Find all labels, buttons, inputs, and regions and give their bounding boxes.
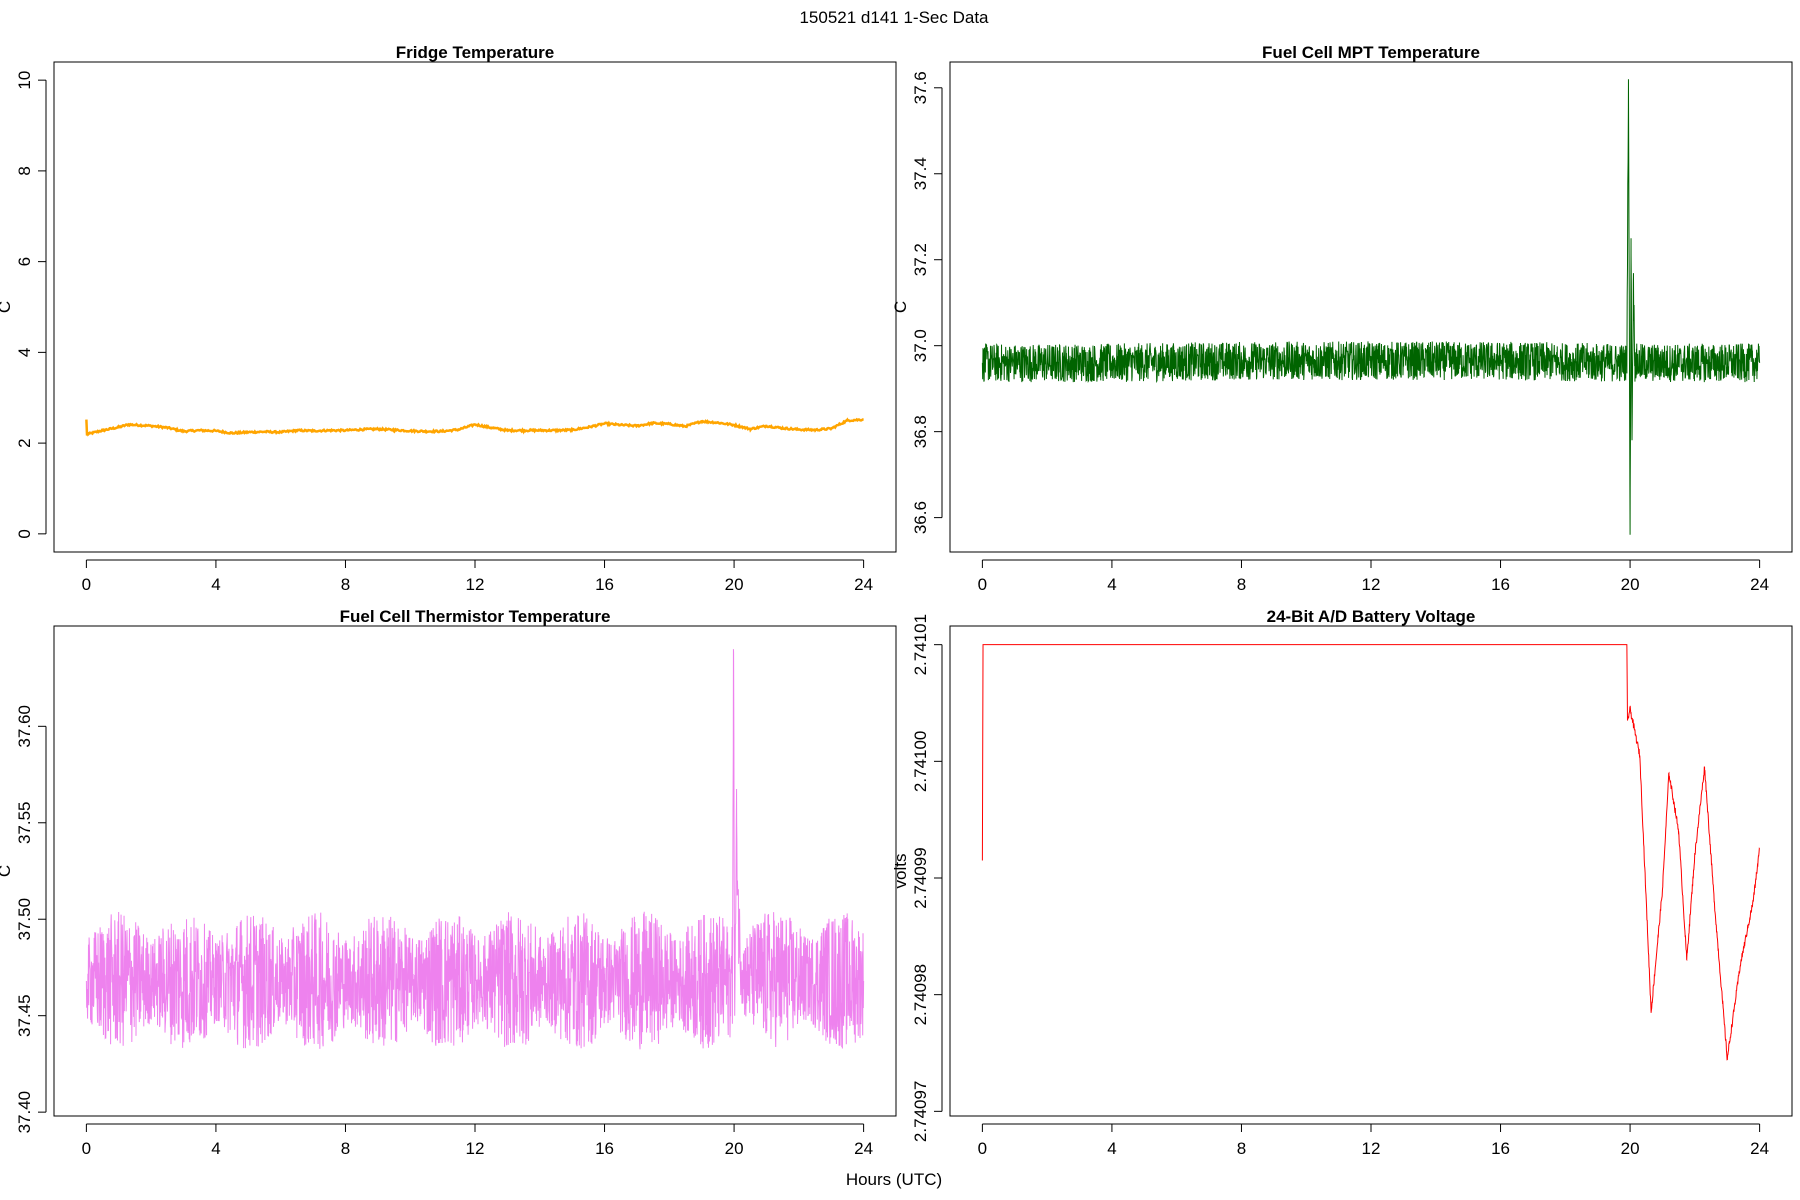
x-tick-label: 8 — [341, 575, 350, 594]
x-tick-label: 16 — [595, 575, 614, 594]
panel-fuel-cell-mpt-temperature: Fuel Cell MPT Temperature 0 4 8 12 16 20 24 36.6… — [891, 43, 1793, 594]
x-tick-label: 20 — [725, 1139, 744, 1158]
y-tick-label: 36.6 — [911, 501, 930, 534]
y-tick-label: 6 — [15, 257, 34, 266]
plot-frame — [53, 625, 897, 1117]
y-tick-label: 37.40 — [15, 1091, 34, 1134]
x-tick-label: 24 — [854, 575, 873, 594]
y-tick-label: 37.45 — [15, 994, 34, 1037]
panel-fridge-temperature: Fridge Temperature048121620240246810C — [0, 43, 897, 594]
x-tick-label: 12 — [1362, 575, 1381, 594]
panel-battery-voltage: 24-Bit A/D Battery Voltage 0 4 8 12 16 20 24 2.7… — [891, 607, 1793, 1158]
y-axis-label: C — [0, 865, 14, 877]
y-axis-label: C — [0, 301, 14, 313]
series-line — [85, 417, 864, 437]
plot-frame — [949, 625, 1793, 1117]
figure-title: 150521 d141 1-Sec Data — [799, 8, 989, 27]
x-tick-label: 0 — [978, 1139, 987, 1158]
y-tick-label: 10 — [15, 71, 34, 90]
panel-title: Fuel Cell Thermistor Temperature — [340, 607, 611, 626]
series-line — [981, 79, 1761, 535]
plot-frame — [949, 61, 1793, 553]
series-line — [85, 649, 865, 1050]
y-tick-label: 37.50 — [15, 898, 34, 941]
y-tick-label: 0 — [15, 529, 34, 538]
y-tick-label: 8 — [15, 166, 34, 175]
x-tick-label: 20 — [1621, 575, 1640, 594]
y-axis-label: C — [891, 301, 910, 313]
panel-title: 24-Bit A/D Battery Voltage — [1267, 607, 1476, 626]
y-tick-label: 4 — [15, 348, 34, 357]
x-tick-label: 20 — [725, 575, 744, 594]
y-tick-label: 37.55 — [15, 801, 34, 844]
series-line — [981, 644, 1760, 1061]
y-tick-label: 2 — [15, 438, 34, 447]
plot-frame — [53, 61, 897, 553]
x-tick-label: 0 — [978, 575, 987, 594]
y-tick-label: 37.4 — [911, 157, 930, 190]
x-tick-label: 0 — [82, 575, 91, 594]
x-tick-label: 4 — [211, 575, 220, 594]
x-tick-label: 16 — [595, 1139, 614, 1158]
x-tick-label: 8 — [1237, 1139, 1246, 1158]
x-tick-label: 24 — [1750, 575, 1769, 594]
x-tick-label: 12 — [466, 575, 485, 594]
x-tick-label: 12 — [1362, 1139, 1381, 1158]
panel-title: Fridge Temperature — [396, 43, 554, 62]
x-tick-label: 20 — [1621, 1139, 1640, 1158]
x-tick-label: 24 — [854, 1139, 873, 1158]
y-tick-label: 2.74100 — [911, 731, 930, 792]
panel-fuel-cell-thermistor-temperature: Fuel Cell Thermistor Temperature 0 4 8 12 16 2… — [0, 607, 897, 1158]
y-tick-label: 37.0 — [911, 329, 930, 362]
y-tick-label: 2.74099 — [911, 847, 930, 908]
x-tick-label: 24 — [1750, 1139, 1769, 1158]
y-axis-label: volts — [891, 854, 910, 889]
y-tick-label: 36.8 — [911, 415, 930, 448]
y-tick-label: 2.74097 — [911, 1081, 930, 1142]
panel-title: Fuel Cell MPT Temperature — [1262, 43, 1480, 62]
y-tick-label: 37.6 — [911, 71, 930, 104]
x-tick-label: 4 — [1107, 575, 1116, 594]
x-tick-label: 4 — [1107, 1139, 1116, 1158]
x-tick-label: 16 — [1491, 1139, 1510, 1158]
x-tick-label: 0 — [82, 1139, 91, 1158]
y-tick-label: 2.74101 — [911, 614, 930, 675]
x-tick-label: 8 — [1237, 575, 1246, 594]
y-tick-label: 37.60 — [15, 705, 34, 748]
x-tick-label: 8 — [341, 1139, 350, 1158]
y-tick-label: 2.74098 — [911, 964, 930, 1025]
x-tick-label: 12 — [466, 1139, 485, 1158]
y-tick-label: 37.2 — [911, 243, 930, 276]
x-tick-label: 4 — [211, 1139, 220, 1158]
x-tick-label: 16 — [1491, 575, 1510, 594]
figure-xlabel: Hours (UTC) — [846, 1170, 942, 1189]
